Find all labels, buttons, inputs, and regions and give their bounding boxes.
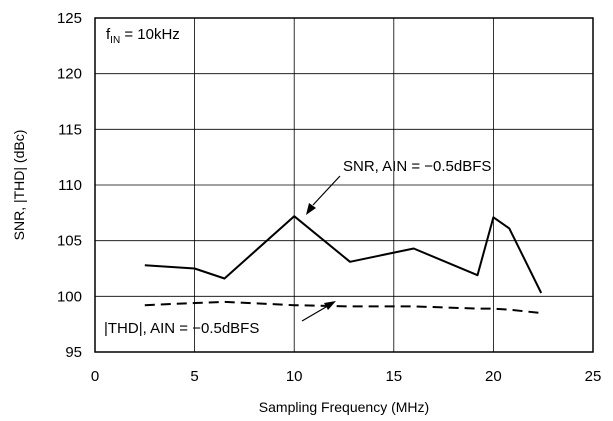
condition-rest: = 10kHz xyxy=(120,26,180,43)
y-tick-label: 105 xyxy=(57,233,82,250)
snr-callout-line xyxy=(312,175,341,206)
y-axis-title: SNR, |THD| (dBc) xyxy=(11,130,27,241)
thd-callout-line xyxy=(301,306,327,322)
condition-subscript: IN xyxy=(110,35,120,46)
x-tick-label: 0 xyxy=(91,368,99,385)
condition-main: f xyxy=(106,26,111,43)
thd-series-line xyxy=(144,300,542,314)
y-tick-label: 115 xyxy=(58,121,82,138)
y-tick-labels: 95 100 105 110 115 120 125 xyxy=(57,10,82,361)
x-tick-label: 10 xyxy=(286,368,303,385)
x-axis-title: Sampling Frequency (MHz) xyxy=(259,399,429,415)
y-tick-label: 100 xyxy=(57,288,82,305)
y-tick-label: 95 xyxy=(65,344,82,361)
x-tick-label: 25 xyxy=(585,368,602,385)
plot-frame xyxy=(94,17,594,353)
y-tick-label: 110 xyxy=(58,177,82,194)
thd-series-label: |THD|, AIN = −0.5dBFS xyxy=(104,320,259,337)
snr-series-label: SNR, AIN = −0.5dBFS xyxy=(343,158,491,175)
y-tick-label: 125 xyxy=(57,10,82,27)
x-tick-label: 5 xyxy=(190,368,198,385)
y-tick-label: 120 xyxy=(57,66,82,83)
x-tick-labels: 0 5 10 15 20 25 xyxy=(91,368,602,385)
snr-series-line xyxy=(144,215,543,294)
condition-label: fIN = 10kHz xyxy=(106,26,180,46)
x-tick-label: 15 xyxy=(385,368,402,385)
grid-lines xyxy=(95,18,593,352)
series-layer xyxy=(144,215,543,314)
thd-callout-arrowhead xyxy=(324,301,336,310)
snr-callout-arrowhead xyxy=(306,203,316,215)
x-tick-label: 20 xyxy=(485,368,502,385)
